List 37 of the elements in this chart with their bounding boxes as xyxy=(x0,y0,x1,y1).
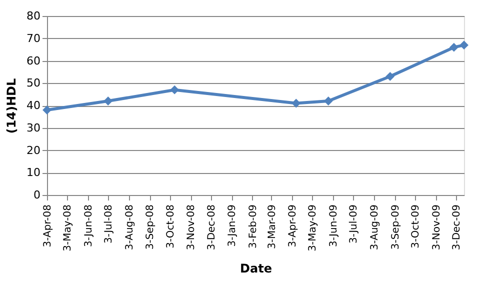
x-tick-label: 3-Dec-09 xyxy=(451,204,462,250)
y-tick-label: 40 xyxy=(26,99,40,112)
x-tick-label: 3-Dec-08 xyxy=(206,204,218,250)
y-tick-label: 10 xyxy=(26,166,40,180)
x-tick-label: 3-Aug-08 xyxy=(124,204,136,250)
y-tick-label: 60 xyxy=(26,54,40,68)
point xyxy=(460,40,468,50)
x-tick-label: 3-Oct-08 xyxy=(165,204,176,248)
x-tick-label: 3-Jan-09 xyxy=(227,204,238,247)
point xyxy=(449,42,458,52)
point xyxy=(386,72,395,81)
x-axis-title: Date xyxy=(240,261,272,276)
y-tick-label: 80 xyxy=(26,10,40,22)
y-axis-title: (14)HDL xyxy=(4,78,19,134)
x-tick-label: 3-Sep-08 xyxy=(145,204,156,250)
x-tick-label: 3-Aug-09 xyxy=(370,204,381,250)
x-tick-label: 3-Feb-09 xyxy=(248,204,259,249)
y-tick-label: 0 xyxy=(34,188,40,202)
x-tick-label: 3-Sep-09 xyxy=(390,204,402,250)
y-tick-label: 30 xyxy=(26,121,40,134)
x-tick-label: 3-Jul-08 xyxy=(104,204,115,244)
x-tick-label: 3-Apr-08 xyxy=(42,204,54,248)
x-tick-label: 3-Apr-09 xyxy=(288,204,299,248)
x-tick-label: 3-Nov-09 xyxy=(431,204,442,250)
x-tick-label: 3-Jun-09 xyxy=(328,204,340,247)
point xyxy=(170,85,180,94)
point xyxy=(104,96,113,106)
x-tick-label: 3-May-09 xyxy=(308,204,319,252)
x-tick-label: 3-Jul-09 xyxy=(348,204,360,244)
x-tick-label: 3-Mar-09 xyxy=(266,204,278,250)
x-tick-label: 3-Oct-09 xyxy=(410,204,422,248)
y-tick-label: 50 xyxy=(26,76,40,90)
y-tick-label: 20 xyxy=(26,144,40,157)
y-tick-label: 70 xyxy=(26,32,40,45)
x-tick-label: 3-Nov-08 xyxy=(186,204,198,250)
x-tick-label: 3-May-08 xyxy=(62,204,74,252)
x-tick-label: 3-Jun-08 xyxy=(83,204,94,247)
